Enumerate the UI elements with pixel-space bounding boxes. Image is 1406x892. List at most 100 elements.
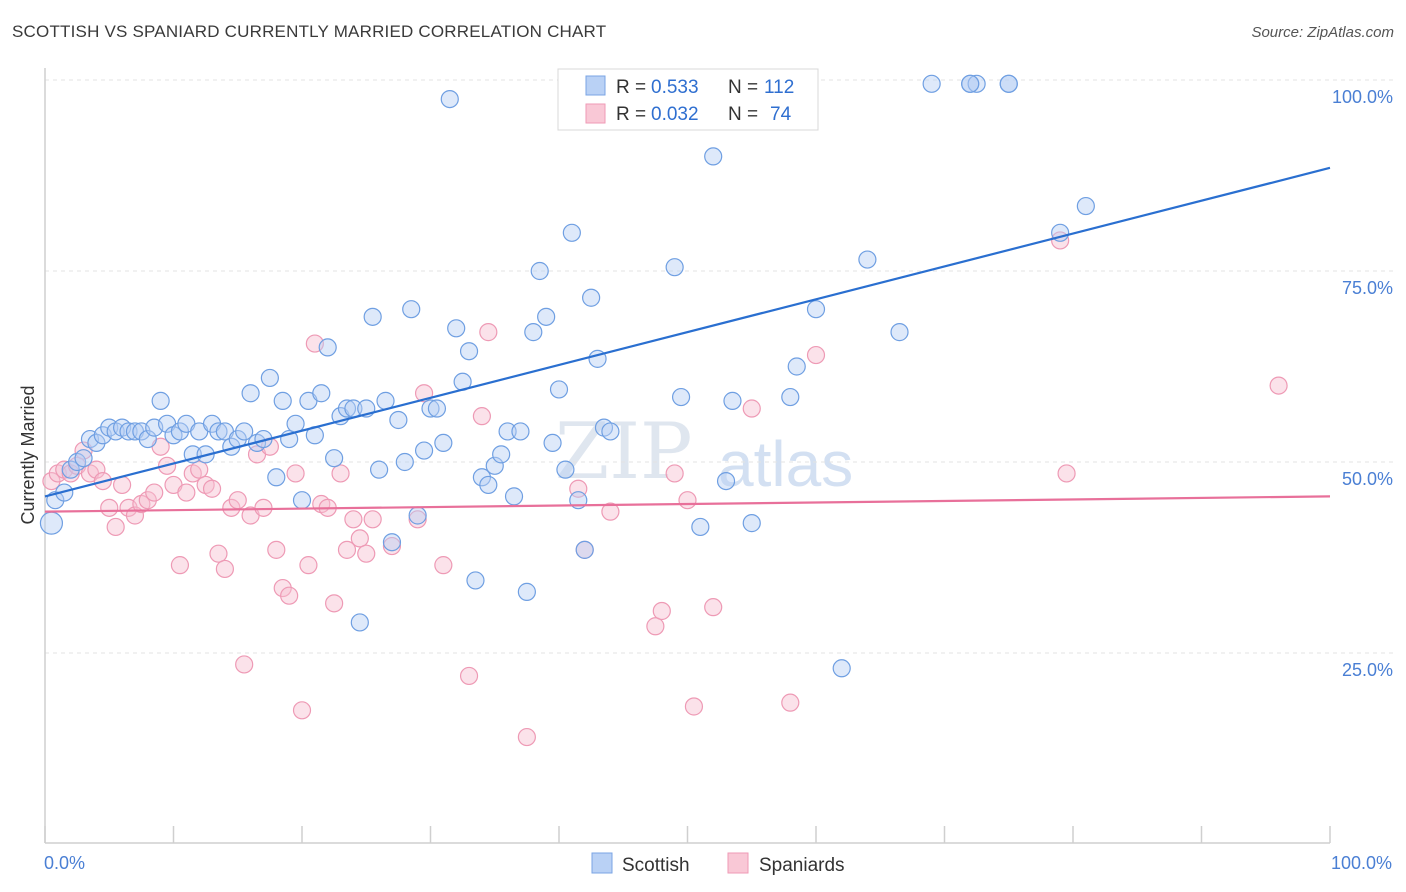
scottish-point	[421, 399, 440, 418]
spaniards-point	[299, 556, 318, 575]
scottish-point	[119, 422, 138, 441]
scottish-point	[517, 582, 536, 601]
spaniards-point	[331, 464, 350, 483]
spaniards-point	[273, 578, 292, 598]
spaniards-point	[138, 491, 157, 510]
spaniards-point	[177, 483, 196, 502]
scottish-point	[87, 433, 106, 452]
watermark-atlas: atlas	[718, 428, 853, 500]
scottish-point	[74, 449, 93, 468]
scottish-point	[479, 475, 498, 495]
scottish-point	[511, 422, 530, 441]
scottish-point	[408, 506, 427, 525]
scottish-point	[716, 472, 736, 491]
legend-n-value-scottish: 112	[764, 77, 794, 98]
scottish-point	[427, 399, 447, 418]
stats-legend: R = 0.533 N = 112 R = 0.032 N = 74	[557, 68, 819, 131]
spaniards-point	[254, 498, 273, 517]
scottish-point	[582, 288, 601, 307]
spaniards-point	[363, 510, 382, 529]
scottish-point	[787, 357, 806, 376]
spaniards-point	[42, 472, 61, 491]
y-tick-label: 25.0%	[1342, 660, 1393, 680]
scottish-point	[395, 452, 414, 472]
spaniards-point	[646, 617, 665, 636]
spaniards-point	[459, 666, 479, 686]
spaniards-point	[87, 460, 106, 479]
scottish-point	[961, 74, 980, 93]
scottish-point	[292, 491, 312, 510]
spaniards-point	[228, 491, 247, 510]
spaniards-point	[704, 598, 723, 617]
scottish-point	[665, 258, 684, 277]
scottish-point	[414, 441, 434, 460]
spaniards-point	[280, 586, 299, 605]
spaniards-point	[215, 559, 234, 579]
spaniards-point	[145, 483, 164, 502]
legend-n-label-scottish: N =	[728, 77, 758, 98]
scottish-point	[370, 460, 389, 479]
scottish-point	[389, 410, 408, 430]
spaniards-point	[222, 498, 241, 517]
spaniards-point	[382, 536, 402, 556]
spaniards-point	[1269, 376, 1288, 395]
spaniards-point	[235, 655, 254, 674]
spaniards-point	[517, 727, 536, 747]
scottish-point	[209, 422, 228, 441]
spaniards-point	[678, 491, 697, 510]
scottish-point	[260, 368, 279, 388]
scottish-point	[241, 384, 260, 403]
spaniards-point	[190, 460, 209, 479]
scottish-point	[562, 223, 581, 242]
scottish-point	[806, 300, 826, 319]
legend-r-value-spaniards: 0.032	[651, 104, 699, 125]
scottish-point	[325, 449, 344, 468]
scottish-point	[434, 433, 453, 452]
spaniards-point	[1057, 464, 1076, 483]
series-legend: Scottish Spaniards	[591, 852, 845, 876]
y-tick-labels: 25.0% 50.0% 75.0% 100.0%	[1332, 87, 1393, 680]
scottish-point	[704, 147, 723, 166]
spaniards-point	[357, 544, 376, 563]
chart-title: SCOTTISH VS SPANIARD CURRENTLY MARRIED C…	[12, 22, 607, 41]
scottish-point	[530, 261, 549, 281]
scottish-trend-line	[44, 166, 1331, 498]
spaniards-point	[61, 464, 80, 483]
scottish-point	[601, 422, 620, 441]
scottish-point	[890, 323, 909, 342]
scottish-point	[382, 533, 402, 552]
spaniards-point	[292, 701, 312, 720]
spaniards-point	[434, 556, 453, 575]
spaniards-point	[652, 601, 671, 621]
bottom-swatch-spaniards	[727, 852, 749, 874]
scottish-points	[39, 74, 1095, 678]
scottish-point	[337, 399, 357, 418]
scottish-point	[318, 338, 337, 357]
legend-r-label-scottish: R =	[616, 77, 646, 98]
legend-n-value-spaniards: 74	[770, 104, 792, 125]
scottish-point	[485, 456, 504, 475]
scottish-point	[273, 391, 292, 410]
scottish-point	[235, 422, 254, 441]
scottish-point	[61, 460, 80, 479]
scottish-point	[312, 384, 331, 403]
spaniards-point	[350, 529, 369, 548]
bottom-legend-spaniards: Spaniards	[759, 855, 845, 876]
legend-n-label-spaniards: N =	[728, 104, 758, 125]
scottish-point	[498, 422, 517, 441]
scottish-point	[922, 74, 941, 93]
scottish-point	[723, 391, 742, 410]
watermark-zip: ZIP	[555, 407, 693, 497]
scottish-point	[267, 468, 286, 487]
bottom-swatch-scottish	[591, 852, 613, 874]
spaniards-point	[337, 540, 357, 559]
spaniards-point	[286, 464, 305, 483]
spaniards-point	[408, 510, 427, 529]
scottish-point	[151, 391, 170, 410]
spaniards-point	[665, 464, 684, 483]
spaniards-point	[209, 544, 228, 563]
scottish-point	[742, 514, 761, 533]
legend-r-value-scottish: 0.533	[651, 77, 699, 98]
scottish-point	[549, 380, 569, 399]
